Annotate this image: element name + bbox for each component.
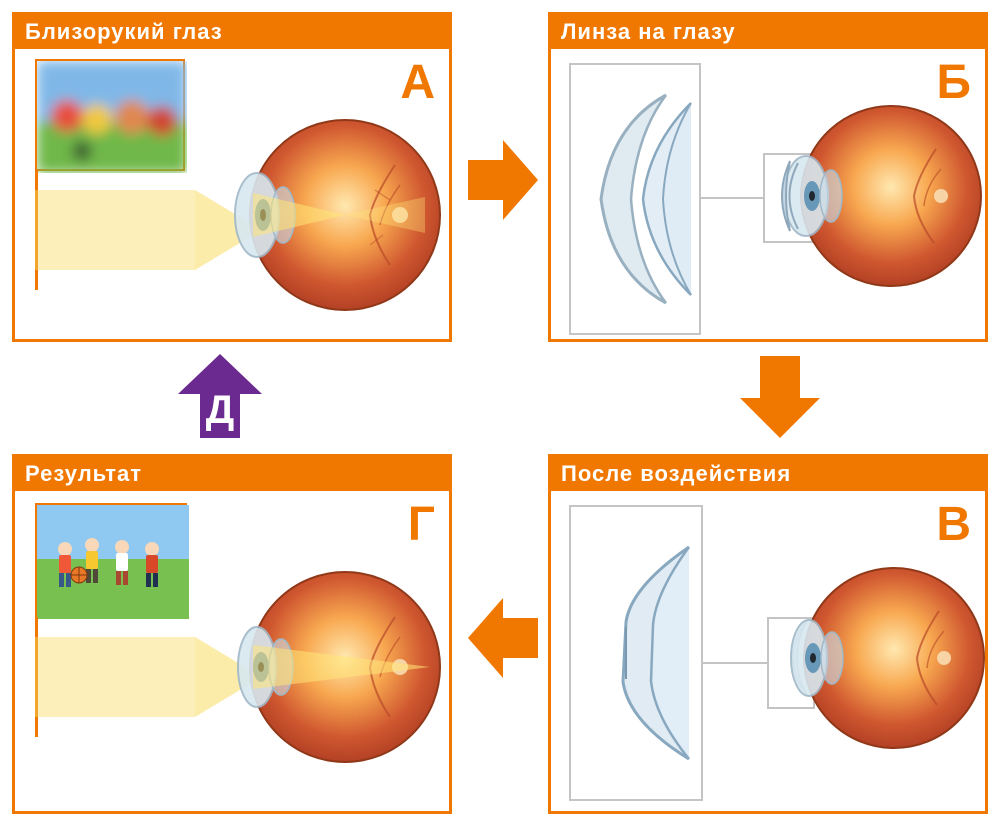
sharp-scene-inset <box>35 503 187 617</box>
arrow-d-label: Д <box>178 388 262 433</box>
eyeball-v <box>779 553 989 763</box>
blurry-scene-inset <box>35 59 185 171</box>
panel-g-label: Г <box>408 497 435 552</box>
cornea-zoom-b <box>569 63 701 335</box>
eyeball-g <box>225 557 445 777</box>
panel-g-title: Результат <box>15 457 449 491</box>
panel-a-label: А <box>400 55 435 110</box>
panel-v-label: В <box>936 497 971 552</box>
panel-result: Результат Г <box>12 454 452 814</box>
panel-b-title: Линза на глазу <box>551 15 985 49</box>
panel-after-effect: После воздействия В <box>548 454 988 814</box>
zoom-connector-b <box>701 197 763 199</box>
panel-v-title: После воздействия <box>551 457 985 491</box>
eyeball-b <box>776 91 986 301</box>
arrow-b-to-v <box>740 356 820 438</box>
eyeball-a <box>225 105 445 325</box>
arrow-a-to-b <box>468 140 538 220</box>
panel-a-title: Близорукий глаз <box>15 15 449 49</box>
arrow-v-to-g <box>468 598 538 678</box>
zoom-connector-v <box>703 662 767 664</box>
arrow-g-to-a: Д <box>178 354 262 438</box>
panel-lens-on-eye: Линза на глазу Б <box>548 12 988 342</box>
panel-myopic-eye: Близорукий глаз А <box>12 12 452 342</box>
cornea-zoom-v <box>569 505 703 801</box>
